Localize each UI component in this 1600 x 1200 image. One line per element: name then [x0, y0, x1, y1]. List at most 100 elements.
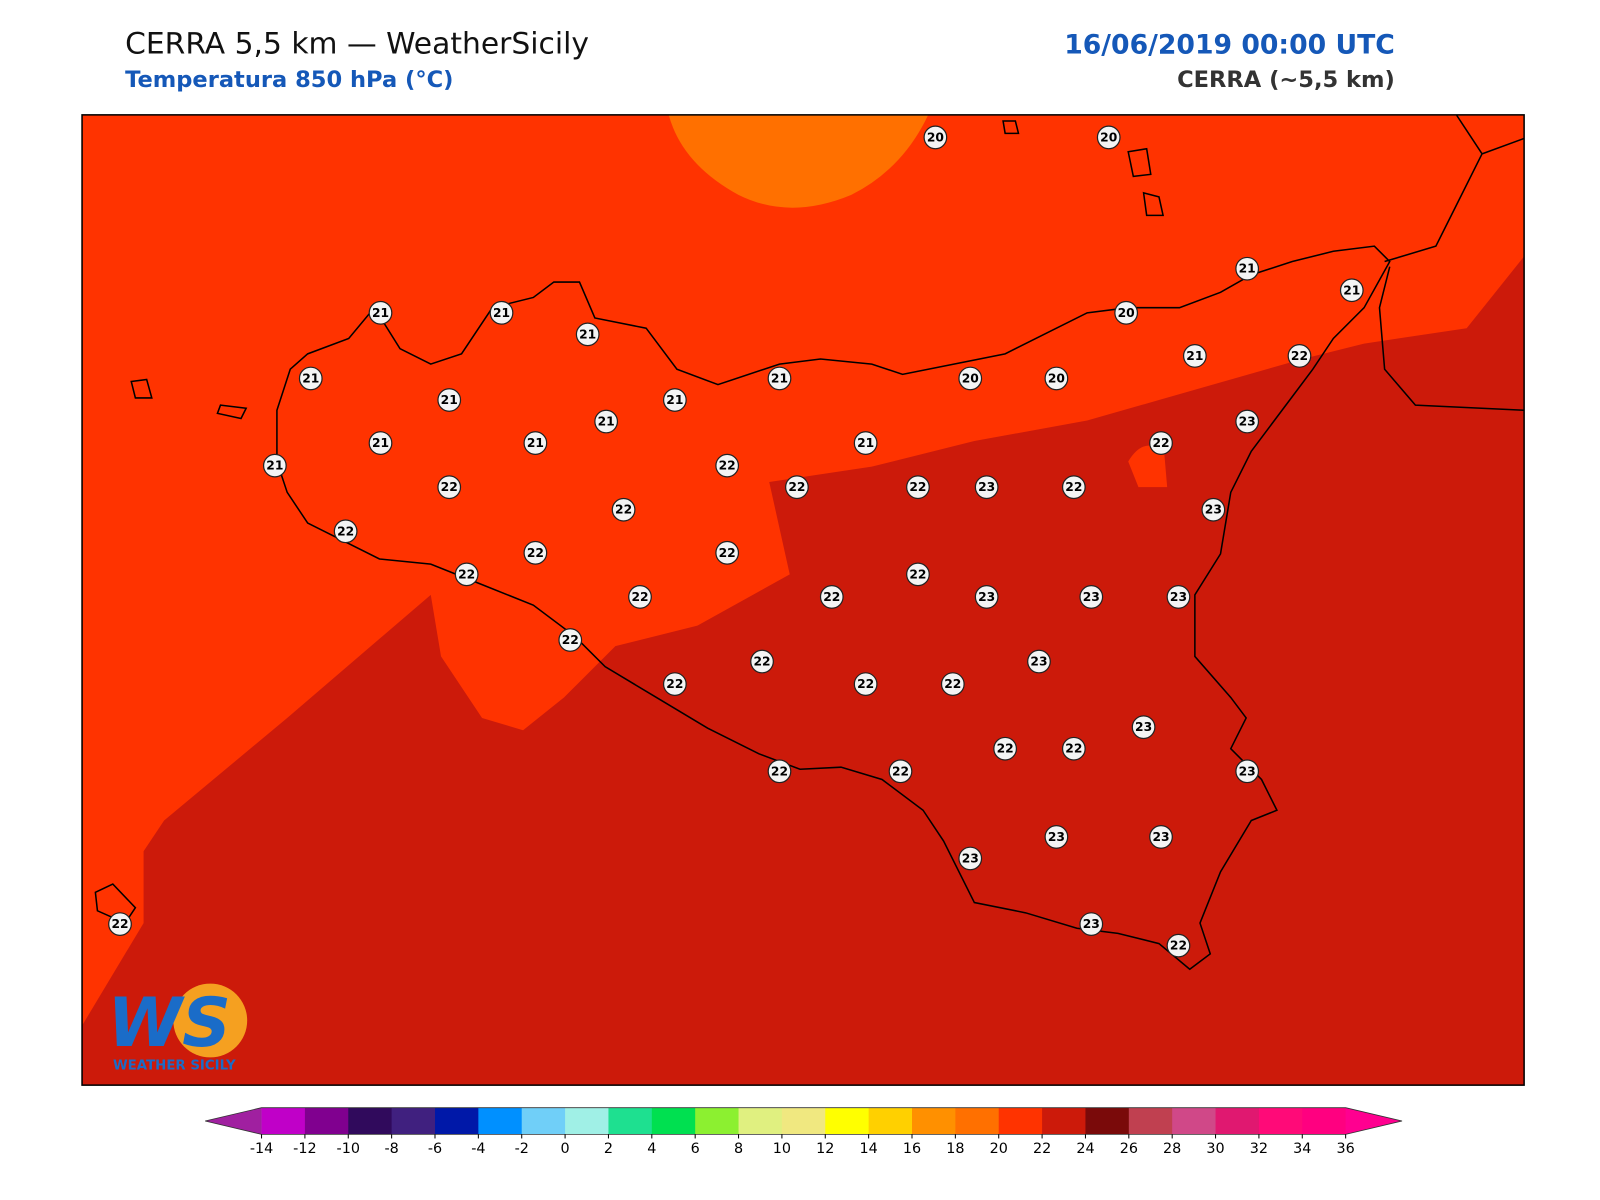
station-value: 21	[302, 371, 319, 385]
station-value: 22	[1152, 436, 1169, 450]
subtitle: Temperatura 850 hPa (°C)	[125, 67, 453, 93]
colorbar-segment	[781, 1107, 826, 1135]
station-marker	[1044, 825, 1069, 849]
colorbar-tick-label: 24	[1076, 1141, 1094, 1157]
station-value: 22	[631, 590, 648, 604]
station-value: 21	[441, 393, 458, 407]
station-value: 20	[1048, 371, 1065, 385]
station-value: 22	[615, 503, 632, 517]
colorbar-segment	[348, 1107, 393, 1135]
station-marker	[974, 475, 999, 500]
colorbar-tick-label: -4	[471, 1141, 485, 1157]
station-value: 22	[562, 633, 579, 647]
station-marker	[1166, 585, 1191, 609]
station-value: 22	[909, 480, 926, 494]
colorbar-tick-label: 6	[691, 1141, 700, 1157]
colorbar-segment	[1258, 1107, 1303, 1135]
colorbar-tick-label: 16	[903, 1141, 921, 1157]
station-marker	[1149, 825, 1173, 849]
station-value: 23	[1205, 503, 1222, 517]
colorbar-segment	[521, 1107, 566, 1135]
station-value: 20	[1100, 130, 1117, 144]
station-marker	[906, 562, 930, 587]
colorbar-tick-label: 22	[1033, 1141, 1051, 1157]
station-marker	[262, 453, 287, 478]
colorbar-segment	[1085, 1107, 1130, 1135]
colorbar-segment	[651, 1107, 696, 1135]
station-marker	[611, 497, 636, 522]
station-value: 22	[771, 764, 788, 778]
colorbar-tick-label: 8	[734, 1141, 743, 1157]
station-marker	[1131, 715, 1156, 740]
station-marker	[853, 672, 878, 696]
station-value: 22	[997, 742, 1014, 756]
logo-text: WEATHER SICILY	[113, 1059, 236, 1074]
colorbar-segment	[825, 1107, 870, 1135]
colorbar-tick-label: 34	[1293, 1141, 1311, 1157]
station-marker	[906, 475, 930, 500]
colorbar-tick-label: 0	[561, 1141, 570, 1157]
station-value: 21	[527, 436, 544, 450]
station-value: 21	[372, 436, 389, 450]
station-value: 21	[1186, 349, 1203, 363]
station-value: 23	[978, 590, 995, 604]
station-marker	[298, 366, 323, 391]
station-value: 21	[372, 306, 389, 320]
station-value: 22	[788, 480, 805, 494]
station-value: 22	[719, 546, 736, 560]
station-marker	[523, 431, 548, 455]
station-value: 21	[666, 393, 683, 407]
station-marker	[575, 322, 600, 347]
colorbar-tick-label: -2	[515, 1141, 529, 1157]
colorbar-under	[205, 1107, 262, 1135]
station-value: 20	[1118, 306, 1135, 320]
station-value: 22	[892, 764, 909, 778]
station-value: 20	[927, 130, 944, 144]
station-value: 21	[857, 436, 874, 450]
station-value: 22	[944, 677, 961, 691]
station-value: 22	[527, 546, 544, 560]
station-value: 23	[1135, 720, 1152, 734]
station-value: 23	[978, 480, 995, 494]
colorbar-tick-label: -12	[293, 1141, 316, 1157]
station-marker	[1166, 933, 1191, 958]
station-value: 23	[1083, 917, 1100, 931]
colorbar-tick-label: 4	[647, 1141, 656, 1157]
colorbar-segment	[608, 1107, 653, 1135]
station-marker	[1027, 649, 1051, 674]
colorbar-segment	[565, 1107, 609, 1135]
station-marker	[1182, 343, 1207, 368]
colorbar-tick-label: -10	[337, 1141, 360, 1157]
station-marker	[1079, 912, 1104, 936]
colorbar-segment	[868, 1107, 913, 1135]
coastline	[1378, 114, 1525, 412]
station-value: 22	[337, 524, 354, 538]
station-marker	[853, 431, 878, 455]
station-marker	[437, 388, 462, 412]
station-marker	[1235, 759, 1260, 784]
station-marker	[785, 475, 809, 500]
field-18-20	[668, 114, 929, 208]
station-marker	[1235, 409, 1260, 434]
station-marker	[1096, 125, 1121, 150]
model: CERRA (~5,5 km)	[1177, 67, 1395, 93]
colorbar-segment	[1042, 1107, 1086, 1135]
station-marker	[368, 431, 393, 455]
station-marker	[1201, 497, 1226, 522]
station-value: 22	[441, 480, 458, 494]
station-value: 21	[266, 459, 283, 473]
station-value: 23	[1048, 830, 1065, 844]
station-marker	[108, 912, 132, 936]
field-20-22	[1128, 445, 1168, 488]
station-marker	[888, 759, 913, 784]
station-value: 23	[1239, 415, 1256, 429]
station-value: 23	[1083, 590, 1100, 604]
colorbar-segment	[1215, 1107, 1260, 1135]
station-marker	[958, 846, 983, 871]
coastline	[276, 245, 1391, 971]
station-marker	[437, 475, 462, 500]
station-value: 22	[1065, 742, 1082, 756]
station-marker	[715, 453, 740, 478]
station-marker	[368, 300, 393, 325]
station-marker	[1079, 585, 1104, 609]
